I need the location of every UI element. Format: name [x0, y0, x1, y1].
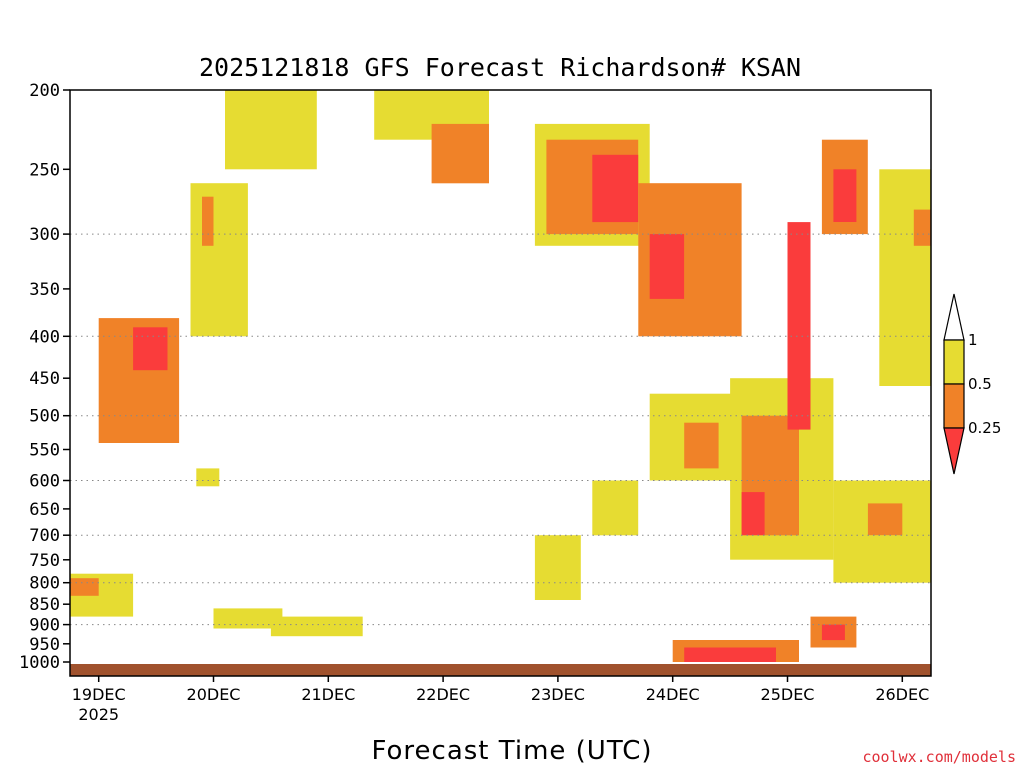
legend-level-0.5: 0.5	[968, 375, 992, 393]
shaded-region-upper-band-20dec	[190, 183, 248, 337]
shaded-region-upper-band-26dec	[879, 169, 931, 386]
x-tick-label-26DEC: 26DEC	[875, 685, 929, 704]
y-tick-label-950: 950	[29, 635, 60, 655]
shaded-region-low-patch-25dec-red	[821, 624, 845, 641]
y-axis: 200 250 300 350 400 450 500 550 600 650 700 750 8008…	[19, 81, 70, 673]
x-tick-label-21DEC: 21DEC	[301, 685, 355, 704]
legend-level-0.25: 0.25	[968, 419, 1001, 437]
legend-swatch-0.5-1	[943, 339, 965, 385]
ground-level-fill	[70, 664, 931, 676]
x-tick-label-25DEC: 25DEC	[761, 685, 815, 704]
shaded-region-upper-patch-22dec	[431, 123, 489, 184]
x-tick-label-23DEC: 23DEC	[531, 685, 585, 704]
shaded-region-upper-band-25dec-red	[833, 169, 857, 222]
x-axis-title: Forecast Time (UTC)	[371, 736, 652, 766]
y-tick-label-550: 550	[29, 441, 60, 461]
y-tick-label-900: 900	[29, 616, 60, 636]
y-tick-label-300: 300	[29, 225, 60, 245]
shaded-region-top-patches-20dec	[225, 90, 317, 170]
watermark: coolwx.com/models	[862, 748, 1016, 766]
shaded-region-upper-band-24dec-red	[649, 234, 685, 299]
x-tick-label-19DEC: 19DEC	[72, 685, 126, 704]
shaded-region-mid-band-24dec-core	[684, 422, 719, 469]
gridlines	[70, 233, 931, 626]
shaded-region-mid-patch-20dec	[196, 468, 220, 487]
ground-strip	[70, 664, 931, 676]
shaded-region-mid-patch-23dec	[534, 535, 581, 600]
y-tick-label-700: 700	[29, 526, 60, 546]
y-tick-label-750: 750	[29, 551, 60, 571]
y-tick-label-350: 350	[29, 280, 60, 300]
y-tick-label-800: 800	[29, 574, 60, 594]
shaded-region-low-band-24dec-red	[684, 647, 776, 662]
y-tick-label-250: 250	[29, 160, 60, 180]
legend-swatch-0.25-0.5	[943, 383, 965, 429]
shaded-region-low-band-20dec	[213, 608, 283, 629]
shaded-region-mid-band-25dec-red	[741, 492, 765, 536]
shaded-region-mid-band-23dec	[592, 480, 639, 536]
plot-frame	[69, 89, 932, 677]
y-tick-label-500: 500	[29, 407, 60, 427]
y-tick-label-450: 450	[29, 369, 60, 389]
plot-area	[70, 90, 931, 662]
shaded-region-upper-column-25dec	[787, 222, 811, 430]
shaded-region-upper-band-20dec-core	[202, 196, 214, 246]
shaded-region-mid-band-26dec-core	[867, 503, 903, 536]
y-tick-label-1000: 1000	[19, 653, 60, 673]
y-tick-label-850: 850	[29, 595, 60, 615]
x-tick-label-24DEC: 24DEC	[646, 685, 700, 704]
legend-level-1: 1	[968, 331, 978, 349]
shaded-region-rising-band-19dec-core	[133, 327, 168, 371]
y-tick-label-200: 200	[29, 81, 60, 101]
shaded-region-low-level-layer-19dec-core	[70, 578, 99, 596]
chart-title: 2025121818 GFS Forecast Richardson# KSAN	[199, 53, 801, 82]
color-legend: 1 0.5 0.25	[943, 293, 1001, 475]
x-tick-label-20DEC: 20DEC	[187, 685, 241, 704]
shaded-region-upper-band-26dec-core	[913, 209, 931, 246]
y-tick-label-600: 600	[29, 472, 60, 492]
y-tick-label-650: 650	[29, 500, 60, 520]
x-tick-sublabel-year: 2025	[78, 705, 119, 724]
legend-swatch-below-0.25	[943, 427, 965, 475]
y-tick-label-400: 400	[29, 327, 60, 347]
x-tick-label-22DEC: 22DEC	[416, 685, 470, 704]
shaded-region-upper-band-23dec-red	[592, 154, 639, 223]
shaded-region-low-band-21dec	[270, 616, 363, 637]
